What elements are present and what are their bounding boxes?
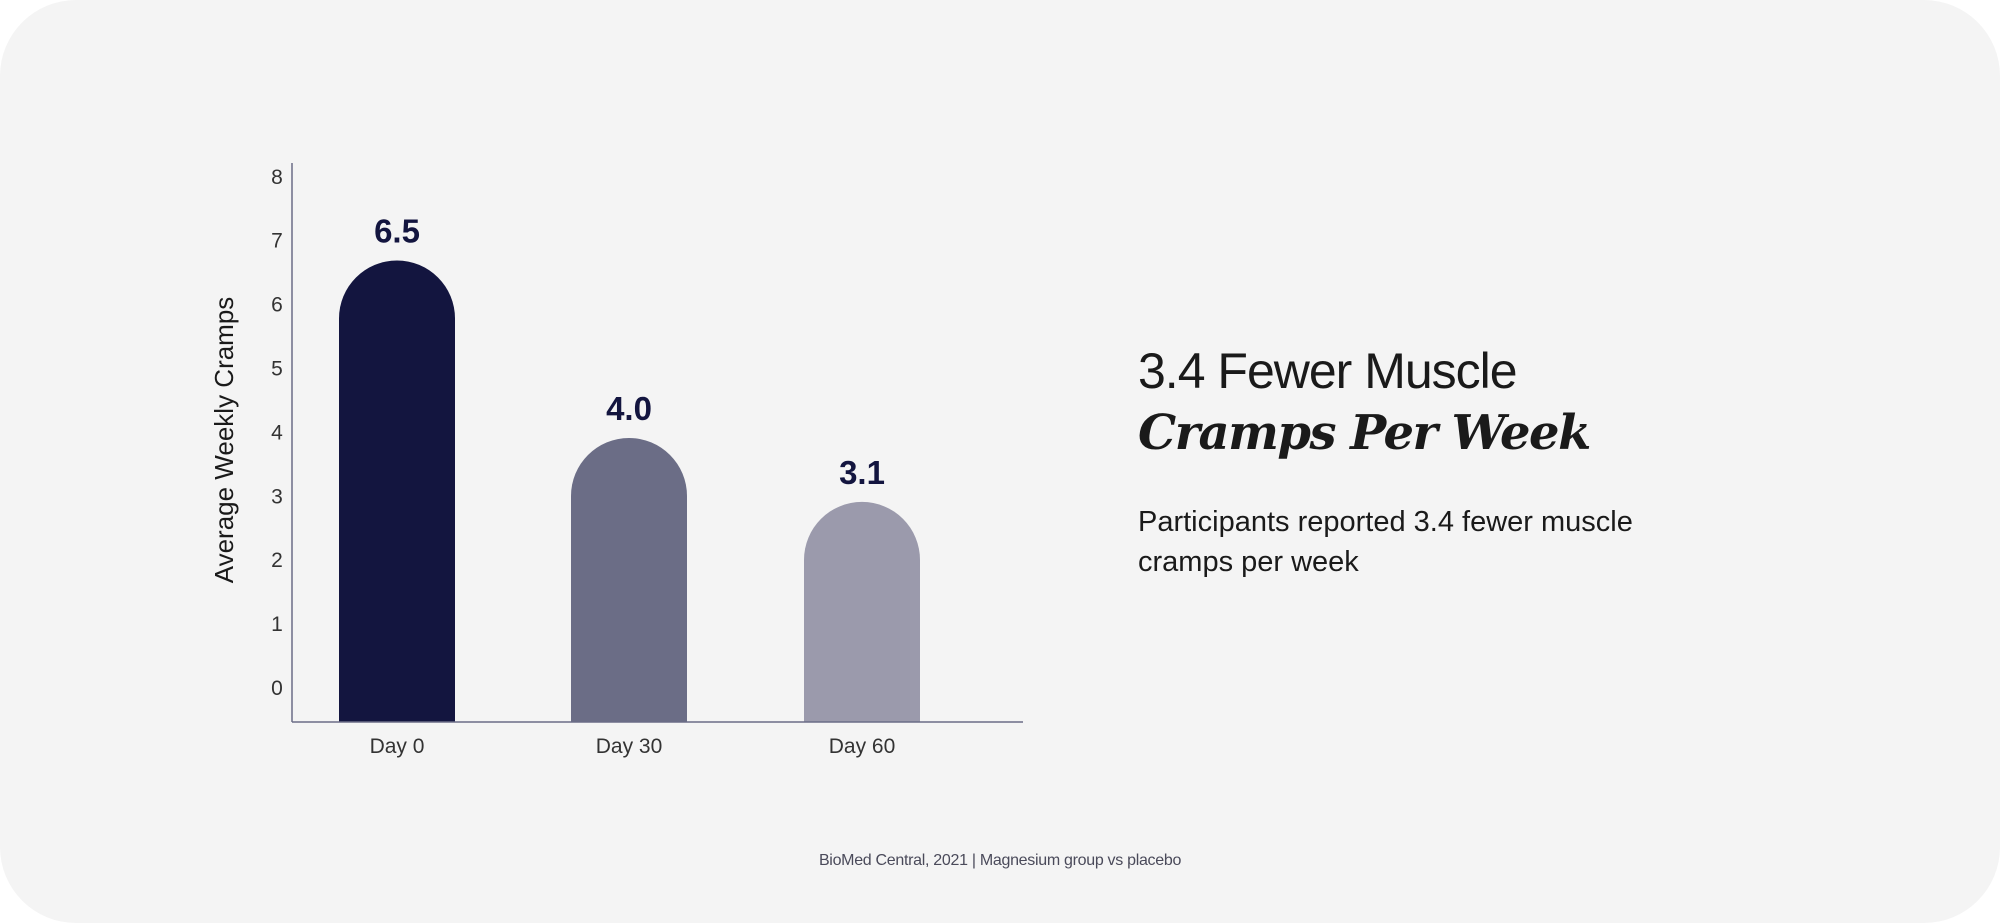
headline-line2: Cramps Per Week: [1138, 405, 1591, 461]
bar: [804, 501, 920, 722]
y-tick-label: 4: [271, 421, 283, 444]
y-tick-label: 6: [271, 294, 283, 317]
headline-line1: 3.4 Fewer Muscle: [1138, 343, 1518, 399]
headline: 3.4 Fewer Muscle Cramps Per Week: [1138, 340, 1591, 464]
y-axis-label: Average Weekly Cramps: [209, 297, 239, 584]
y-tick-label: 3: [271, 485, 283, 508]
y-tick-label: 5: [271, 358, 283, 381]
y-tick-label: 2: [271, 549, 283, 572]
bar: [571, 438, 687, 722]
y-tick-label: 7: [271, 230, 283, 253]
bar-value-label: 3.1: [839, 454, 885, 491]
y-tick-label: 0: [271, 677, 283, 700]
y-tick-label: 1: [271, 613, 283, 636]
bar-value-label: 4.0: [606, 390, 652, 427]
x-tick-label: Day 60: [829, 735, 896, 758]
x-tick-label: Day 0: [370, 735, 425, 758]
bar: [339, 260, 455, 722]
source-footnote: BioMed Central, 2021 | Magnesium group v…: [818, 852, 1182, 869]
bar-value-label: 6.5: [374, 213, 420, 250]
x-tick-label: Day 30: [596, 735, 663, 758]
y-tick-label: 8: [271, 166, 283, 189]
description: Participants reported 3.4 fewer muscle c…: [1138, 506, 1633, 578]
